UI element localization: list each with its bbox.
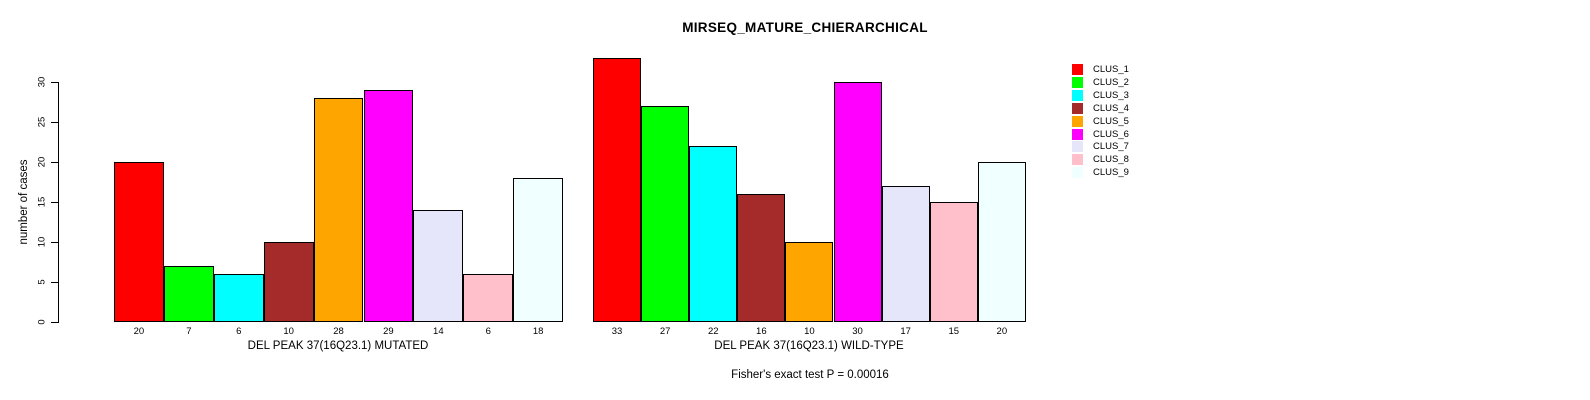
bar-clus_3 — [689, 146, 738, 322]
legend-label-clus_6: CLUS_6 — [1093, 128, 1129, 140]
legend-label-clus_2: CLUS_2 — [1093, 76, 1129, 88]
legend-label-clus_1: CLUS_1 — [1093, 64, 1129, 75]
bar-value-label: 6 — [236, 326, 242, 337]
legend-swatch-clus_6 — [1072, 128, 1083, 140]
bar-clus_9 — [513, 178, 564, 322]
bar-value-label: 33 — [611, 326, 623, 337]
bar-value-label: 15 — [948, 326, 960, 337]
bar-value-label: 6 — [485, 326, 491, 337]
bar-value-label: 28 — [333, 326, 344, 337]
bar-clus_7 — [881, 186, 930, 322]
legend-label-clus_4: CLUS_4 — [1093, 102, 1129, 114]
y-tick — [51, 282, 59, 283]
bar-clus_6 — [833, 82, 882, 322]
bar-value-label: 22 — [707, 326, 719, 337]
legend-swatch-clus_4 — [1072, 102, 1083, 114]
legend-swatch-clus_1 — [1072, 64, 1083, 75]
bar-value-label: 29 — [383, 326, 394, 337]
bar-clus_2 — [641, 106, 690, 322]
bar-value-label: 10 — [804, 326, 815, 337]
legend-swatch-clus_3 — [1072, 89, 1083, 101]
y-tick — [51, 162, 59, 163]
legend-label-clus_7: CLUS_7 — [1093, 141, 1129, 153]
legend-label-clus_9: CLUS_9 — [1093, 167, 1129, 179]
legend-swatch-clus_2 — [1072, 76, 1083, 88]
bar-value-label: 27 — [659, 326, 671, 337]
x-axis-label-wildtype: DEL PEAK 37(16Q23.1) WILD-TYPE — [714, 340, 904, 352]
bar-clus_5 — [313, 98, 364, 322]
bar-clus_6 — [363, 90, 414, 322]
bar-value-label: 14 — [433, 326, 444, 337]
bar-value-label: 7 — [186, 326, 192, 337]
bar-clus_1 — [593, 58, 642, 322]
bar-value-label: 30 — [852, 326, 863, 337]
chart-title: MIRSEQ_MATURE_CHIERARCHICAL — [682, 20, 928, 35]
bar-value-label: 18 — [532, 326, 544, 337]
legend-swatch-clus_8 — [1072, 154, 1083, 166]
y-tick — [51, 322, 59, 323]
bar-clus_4 — [737, 194, 786, 322]
y-tick — [51, 122, 59, 123]
fisher-test-text: Fisher's exact test P = 0.00016 — [731, 369, 889, 381]
y-tick — [51, 202, 59, 203]
bar-clus_5 — [785, 242, 834, 322]
bar-value-label: 16 — [756, 326, 767, 337]
bar-clus_9 — [977, 162, 1026, 322]
bar-value-label: 10 — [283, 326, 294, 337]
bar-value-label: 20 — [996, 326, 1008, 337]
x-axis-label-mutated: DEL PEAK 37(16Q23.1) MUTATED — [247, 340, 429, 352]
bar-value-label: 17 — [900, 326, 911, 337]
legend-swatch-clus_9 — [1072, 167, 1083, 179]
bar-clus_7 — [413, 210, 464, 322]
legend-swatch-clus_5 — [1072, 115, 1083, 127]
bar-clus_8 — [929, 202, 978, 322]
bar-clus_4 — [263, 242, 314, 322]
legend-label-clus_3: CLUS_3 — [1093, 89, 1129, 101]
bar-clus_3 — [213, 274, 264, 322]
bar-clus_8 — [463, 274, 514, 322]
y-tick — [51, 242, 59, 243]
legend-swatch-clus_7 — [1072, 141, 1083, 153]
legend-label-clus_8: CLUS_8 — [1093, 154, 1129, 166]
bar-clus_1 — [114, 162, 164, 322]
legend-label-clus_5: CLUS_5 — [1093, 115, 1129, 127]
bar-clus_2 — [163, 266, 214, 322]
y-tick — [51, 82, 59, 83]
bar-value-label: 20 — [133, 326, 145, 337]
